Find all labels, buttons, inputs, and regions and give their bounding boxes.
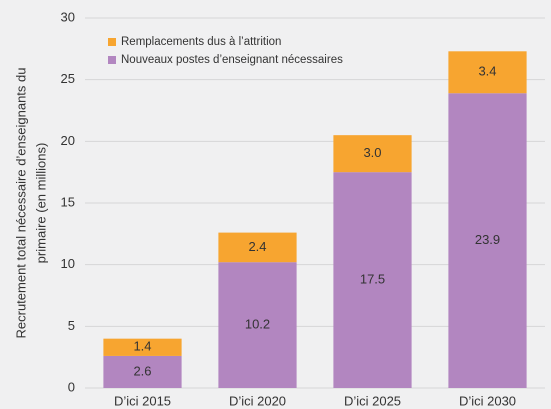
legend-label: Remplacements dus à l’attrition — [121, 36, 281, 48]
bar-segment — [218, 232, 297, 263]
y-tick-label: 15 — [61, 194, 75, 209]
y-tick-label: 20 — [61, 133, 75, 148]
y-axis-label-line: primaire (en millions) — [33, 143, 48, 264]
y-tick-label: 0 — [68, 379, 75, 394]
bar-segment — [333, 172, 412, 388]
legend-label: Nouveaux postes d’enseignant nécessaires — [121, 54, 343, 66]
y-axis-label: Recrutement total nécessaire d’enseignan… — [13, 68, 48, 339]
bar-segment — [448, 51, 527, 94]
data-label: 2.6 — [133, 363, 151, 378]
bar-segment — [448, 93, 527, 388]
data-label: 1.4 — [133, 339, 151, 354]
bar-segment — [333, 135, 412, 173]
data-label: 3.4 — [478, 64, 496, 79]
data-label: 10.2 — [245, 317, 270, 332]
bar-segment — [103, 355, 182, 388]
data-label: 2.4 — [248, 239, 266, 254]
data-label: 3.0 — [363, 145, 381, 160]
y-tick-label: 30 — [61, 9, 75, 24]
y-tick-label: 25 — [61, 71, 75, 86]
x-tick-label: D’ici 2030 — [459, 393, 516, 408]
data-label: 17.5 — [360, 272, 385, 287]
x-tick-label: D’ici 2015 — [114, 393, 171, 408]
legend-swatch — [108, 56, 116, 64]
y-axis-label-line: Recrutement total nécessaire d’enseignan… — [13, 68, 28, 339]
y-tick-label: 5 — [68, 318, 75, 333]
legend-swatch — [108, 38, 116, 46]
data-label: 23.9 — [475, 232, 500, 247]
bar-segment — [103, 338, 182, 356]
x-tick-label: D’ici 2020 — [229, 393, 286, 408]
y-tick-label: 10 — [61, 256, 75, 271]
bar-segment — [218, 262, 297, 388]
x-tick-label: D’ici 2025 — [344, 393, 401, 408]
